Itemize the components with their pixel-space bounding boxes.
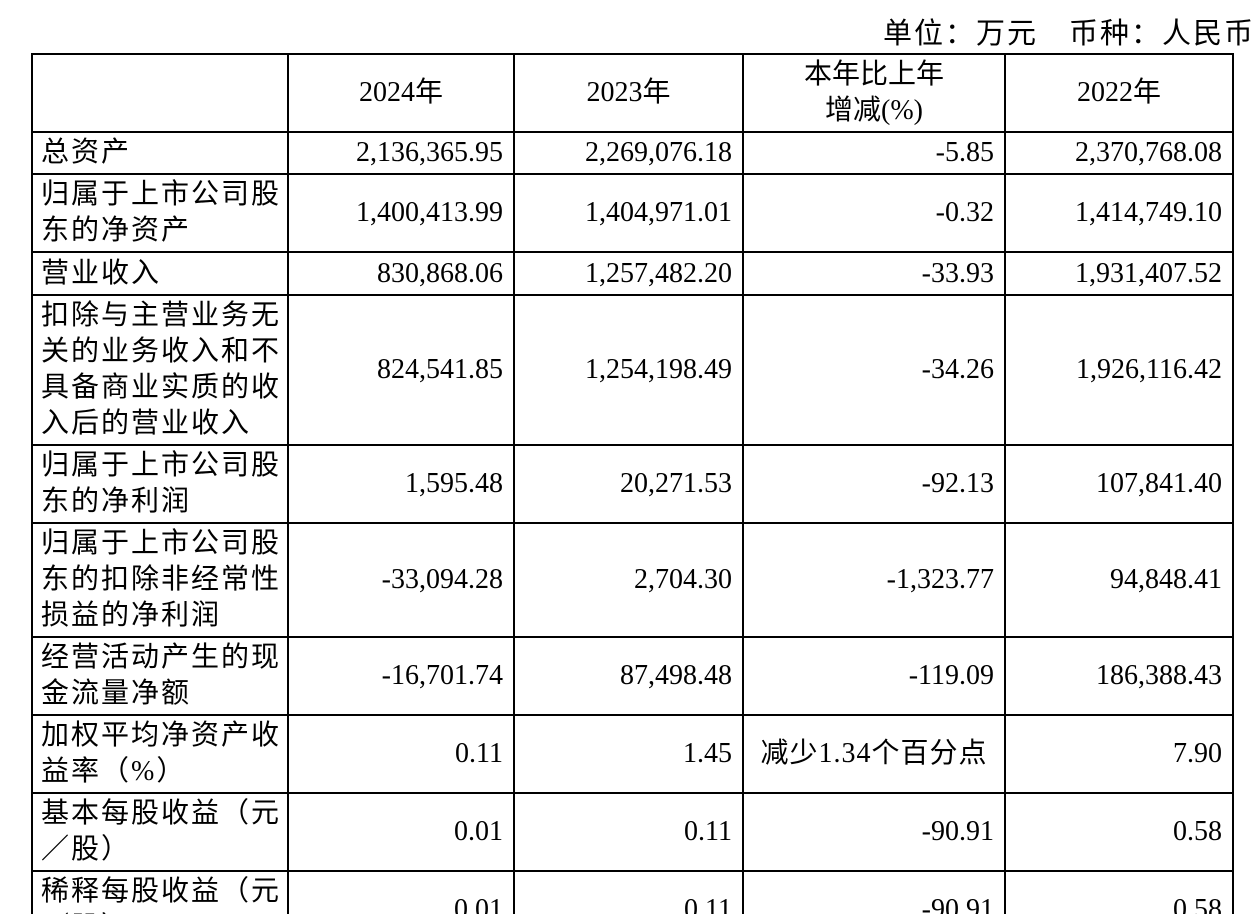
value-2024: 824,541.85: [287, 294, 515, 446]
value-2023: 2,704.30: [513, 522, 744, 638]
value-2022: 1,414,749.10: [1004, 173, 1234, 253]
value-2023: 1.45: [513, 714, 744, 794]
table-row: 扣除与主营业务无关的业务收入和不具备商业实质的收入后的营业收入 824,541.…: [31, 294, 1234, 446]
row-label: 经营活动产生的现金流量净额: [31, 636, 289, 716]
value-change: -119.09: [742, 636, 1006, 716]
table-row: 基本每股收益（元／股） 0.01 0.11 -90.91 0.58: [31, 792, 1234, 872]
value-change: -92.13: [742, 444, 1006, 524]
row-label: 营业收入: [31, 251, 289, 296]
value-change: -90.91: [742, 792, 1006, 872]
table-row: 营业收入 830,868.06 1,257,482.20 -33.93 1,93…: [31, 251, 1234, 296]
value-2022: 7.90: [1004, 714, 1234, 794]
value-2024: 0.01: [287, 792, 515, 872]
unit-currency-note: 单位：万元 币种：人民币: [882, 18, 1255, 50]
value-2022: 0.58: [1004, 792, 1234, 872]
value-2023: 2,269,076.18: [513, 131, 744, 175]
value-2022: 186,388.43: [1004, 636, 1234, 716]
value-2023: 0.11: [513, 792, 744, 872]
value-change: -33.93: [742, 251, 1006, 296]
header-blank: [31, 53, 289, 133]
table-row: 总资产 2,136,365.95 2,269,076.18 -5.85 2,37…: [31, 131, 1234, 175]
value-change: -90.91: [742, 870, 1006, 914]
header-change-line1: 本年比上年: [803, 59, 944, 90]
table-row: 归属于上市公司股东的扣除非经常性损益的净利润 -33,094.28 2,704.…: [31, 522, 1234, 638]
header-2024: 2024年: [287, 53, 515, 133]
value-2023: 87,498.48: [513, 636, 744, 716]
header-change-line2: 增减(%): [825, 95, 923, 126]
table-row: 加权平均净资产收益率（%） 0.11 1.45 减少1.34个百分点 7.90: [31, 714, 1234, 794]
row-label: 扣除与主营业务无关的业务收入和不具备商业实质的收入后的营业收入: [31, 294, 289, 446]
row-label: 总资产: [31, 131, 289, 175]
table-row: 归属于上市公司股东的净利润 1,595.48 20,271.53 -92.13 …: [31, 444, 1234, 524]
value-2024: -16,701.74: [287, 636, 515, 716]
value-2024: 0.01: [287, 870, 515, 914]
value-2023: 1,257,482.20: [513, 251, 744, 296]
value-change: -5.85: [742, 131, 1006, 175]
row-label: 归属于上市公司股东的扣除非经常性损益的净利润: [31, 522, 289, 638]
value-change: -0.32: [742, 173, 1006, 253]
value-2024: -33,094.28: [287, 522, 515, 638]
financial-summary-table: 2024年 2023年 本年比上年 增减(%) 2022年 总资产 2,136,…: [31, 53, 1234, 914]
value-2022: 94,848.41: [1004, 522, 1234, 638]
value-2022: 1,926,116.42: [1004, 294, 1234, 446]
value-2022: 107,841.40: [1004, 444, 1234, 524]
row-label: 稀释每股收益（元／股）: [31, 870, 289, 914]
row-label: 基本每股收益（元／股）: [31, 792, 289, 872]
row-label: 加权平均净资产收益率（%）: [31, 714, 289, 794]
table-row: 归属于上市公司股东的净资产 1,400,413.99 1,404,971.01 …: [31, 173, 1234, 253]
value-2023: 20,271.53: [513, 444, 744, 524]
value-2024: 1,400,413.99: [287, 173, 515, 253]
value-change: -34.26: [742, 294, 1006, 446]
value-2023: 1,254,198.49: [513, 294, 744, 446]
table-row: 经营活动产生的现金流量净额 -16,701.74 87,498.48 -119.…: [31, 636, 1234, 716]
value-2024: 830,868.06: [287, 251, 515, 296]
value-2022: 2,370,768.08: [1004, 131, 1234, 175]
table-row: 稀释每股收益（元／股） 0.01 0.11 -90.91 0.58: [31, 870, 1234, 914]
row-label: 归属于上市公司股东的净资产: [31, 173, 289, 253]
header-2023: 2023年: [513, 53, 744, 133]
value-2023: 1,404,971.01: [513, 173, 744, 253]
value-2022: 0.58: [1004, 870, 1234, 914]
value-2022: 1,931,407.52: [1004, 251, 1234, 296]
value-change: 减少1.34个百分点: [742, 714, 1006, 794]
value-2024: 2,136,365.95: [287, 131, 515, 175]
value-2024: 0.11: [287, 714, 515, 794]
value-2023: 0.11: [513, 870, 744, 914]
value-2024: 1,595.48: [287, 444, 515, 524]
header-row: 2024年 2023年 本年比上年 增减(%) 2022年: [31, 53, 1234, 133]
row-label: 归属于上市公司股东的净利润: [31, 444, 289, 524]
value-change: -1,323.77: [742, 522, 1006, 638]
header-change: 本年比上年 增减(%): [742, 53, 1006, 133]
header-2022: 2022年: [1004, 53, 1234, 133]
